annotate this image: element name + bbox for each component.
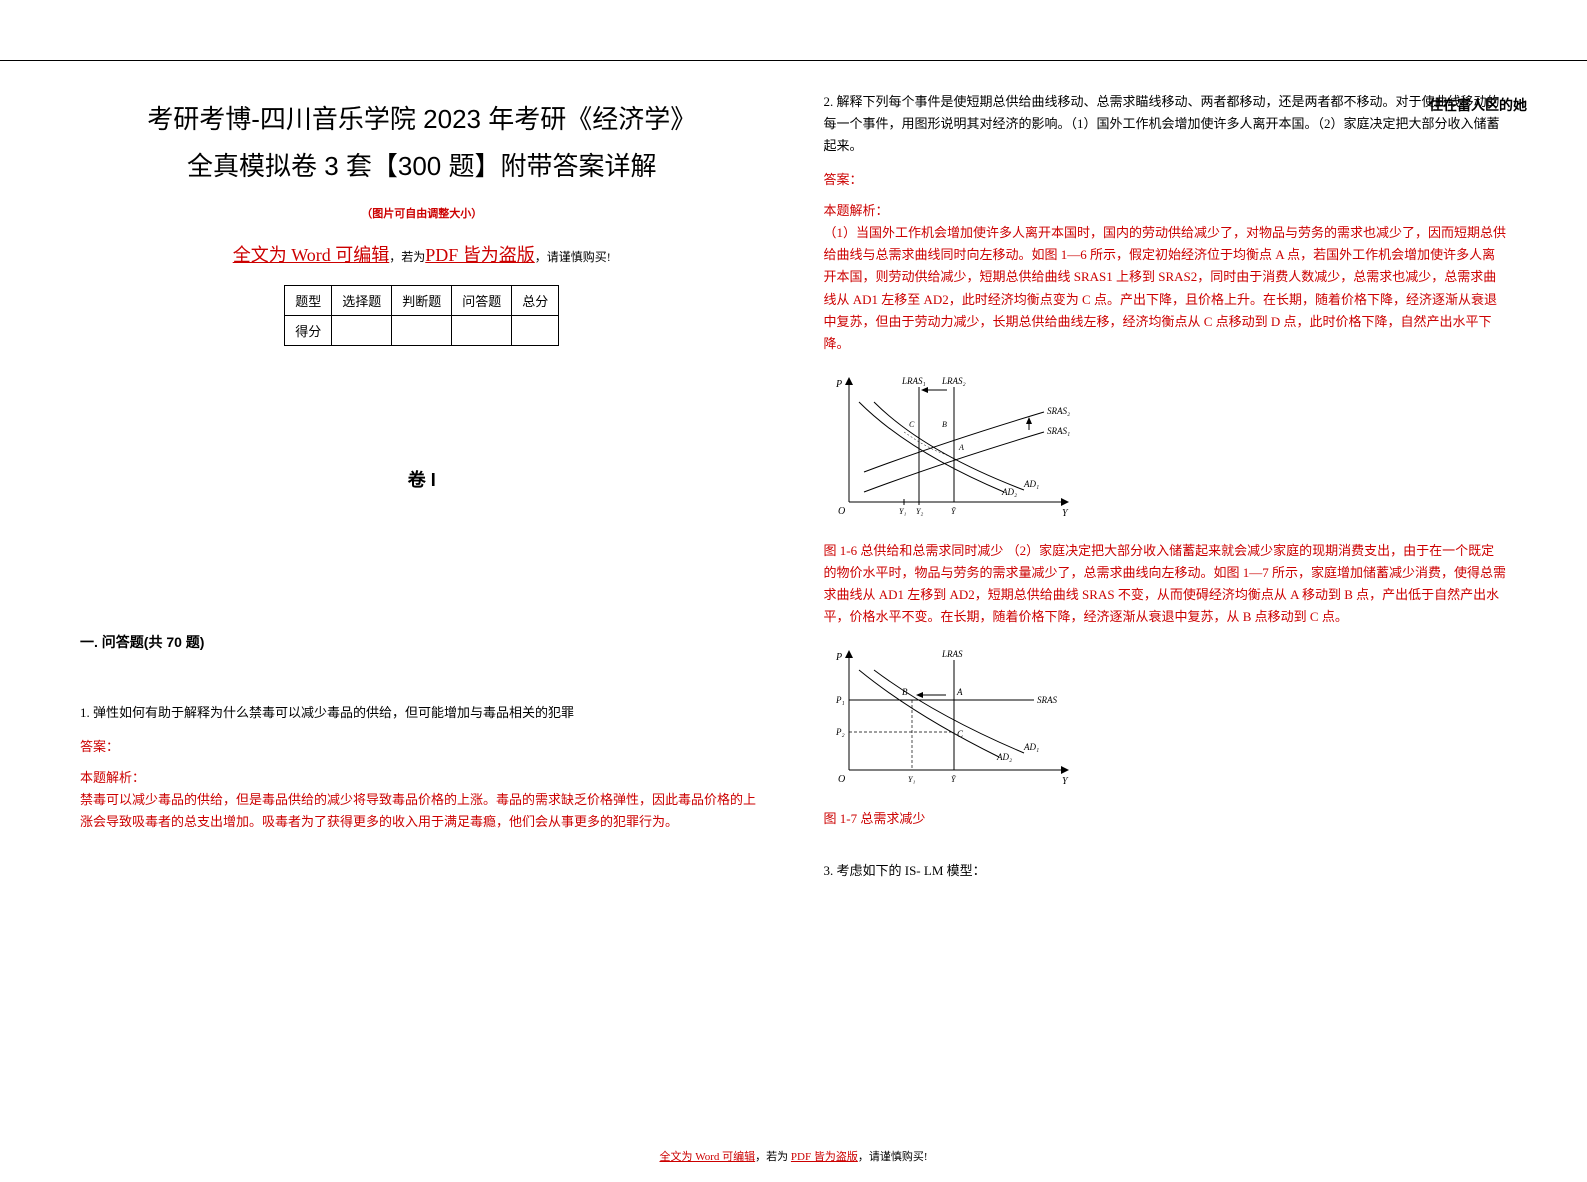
axis-p-label: P [835,379,842,390]
analysis-text-1: 禁毒可以减少毒品的供给，但是毒品供给的减少将导致毒品价格的上涨。毒品的需求缺乏价… [80,789,764,833]
footer-part3: PDF 皆为盗版 [791,1151,858,1163]
y2-label: Y₂ [916,507,923,516]
ad2-label-2: AD₂ [996,752,1012,762]
chart-1-6: P O Y LRAS₁ LRAS₂ SRAS₂ SRAS₁ AD₁ AD₂ C … [824,372,1084,522]
warning-part4: ，请谨慎购买! [535,250,611,264]
caption-1-7: 图 1-7 总需求减少 [824,808,1508,830]
lras1-label: LRAS₁ [901,376,926,386]
td-empty [452,315,512,345]
point-a: A [958,443,964,452]
axis-o-label: O [838,506,845,517]
answer-label-1: 答案： [80,736,764,755]
td-score-label: 得分 [285,315,332,345]
th-type: 题型 [285,285,332,315]
ybar-label: Ȳ [951,507,957,516]
y1-label: Y₁ [899,507,906,516]
analysis-text-2a: （1）当国外工作机会增加使许多人离开本国时，国内的劳动供给减少了，对物品与劳务的… [824,222,1508,355]
main-title-line1: 考研考博-四川音乐学院 2023 年考研《经济学》 [80,96,764,143]
subtitle: （图片可自由调整大小） [80,205,764,221]
main-title-line2: 全真模拟卷 3 套【300 题】附带答案详解 [80,143,764,190]
lras2-label: LRAS₂ [941,376,966,386]
question-3: 3. 考虑如下的 IS- LM 模型： [824,860,1508,882]
warning-part3: PDF 皆为盗版 [425,245,535,265]
question-2: 2. 解释下列每个事件是使短期总供给曲线移动、总需求瞄线移动、两者都移动，还是两… [824,91,1508,157]
table-row: 得分 [285,315,559,345]
answer-label-2: 答案： [824,169,1508,188]
page-container: 考研考博-四川音乐学院 2023 年考研《经济学》 全真模拟卷 3 套【300 … [0,60,1587,914]
td-empty [512,315,559,345]
paper-label: 卷 I [80,466,764,492]
axis-p-label-2: P [835,652,842,663]
sras-label: SRAS [1037,695,1057,705]
th-choice: 选择题 [332,285,392,315]
y1-label-2: Y₁ [908,775,915,784]
th-essay: 问答题 [452,285,512,315]
score-table: 题型 选择题 判断题 问答题 总分 得分 [284,285,559,346]
lras-label: LRAS [941,649,963,659]
axis-y-label-2: Y [1062,776,1069,787]
analysis-label-1: 本题解析： [80,767,764,786]
left-column: 考研考博-四川音乐学院 2023 年考研《经济学》 全真模拟卷 3 套【300 … [60,91,794,894]
p1-label: P₁ [835,695,845,705]
th-judge: 判断题 [392,285,452,315]
ad1-label-2: AD₁ [1023,742,1039,752]
warning-part1: 全文为 Word 可编辑 [233,245,390,265]
point-b-2: B [902,687,908,697]
ad1-label: AD₁ [1023,479,1039,489]
point-b: B [942,420,947,429]
right-column: 2. 解释下列每个事件是使短期总供给曲线移动、总需求瞄线移动、两者都移动，还是两… [794,91,1528,894]
ybar-label-2: Ȳ [951,775,957,784]
question-1: 1. 弹性如何有助于解释为什么禁毒可以减少毒品的供给，但可能增加与毒品相关的犯罪 [80,702,764,724]
page-footer: 全文为 Word 可编辑，若为 PDF 皆为盗版，请谨慎购买! [0,1148,1587,1164]
point-a-2: A [956,687,963,697]
caption-1-6: 图 1-6 总供给和总需求同时减少 （2）家庭决定把大部分收入储蓄起来就会减少家… [824,540,1508,628]
point-c-2: C [957,729,964,739]
p2-label: P₂ [835,727,845,737]
footer-part2: ，若为 [755,1151,791,1163]
table-row: 题型 选择题 判断题 问答题 总分 [285,285,559,315]
td-empty [392,315,452,345]
td-empty [332,315,392,345]
edit-warning: 全文为 Word 可编辑，若为PDF 皆为盗版，请谨慎购买! [80,241,764,267]
footer-part1: 全文为 Word 可编辑 [659,1151,755,1163]
analysis-label-2: 本题解析： [824,200,1508,219]
axis-o-label-2: O [838,774,845,785]
th-total: 总分 [512,285,559,315]
chart-1-7: P O Y LRAS SRAS AD₁ AD₂ P₁ P₂ B A C Y₁ Ȳ [824,645,1084,790]
header-note: 住在富人区的她 [1429,95,1527,115]
sras2-label: SRAS₂ [1047,406,1070,416]
axis-y-label: Y [1062,508,1069,519]
sras1-label: SRAS₁ [1047,426,1070,436]
section-heading: 一. 问答题(共 70 题) [80,632,764,652]
footer-part4: ，请谨慎购买! [858,1151,928,1163]
point-c: C [909,420,915,429]
warning-part2: ，若为 [389,250,425,264]
ad2-label: AD₂ [1001,487,1017,497]
